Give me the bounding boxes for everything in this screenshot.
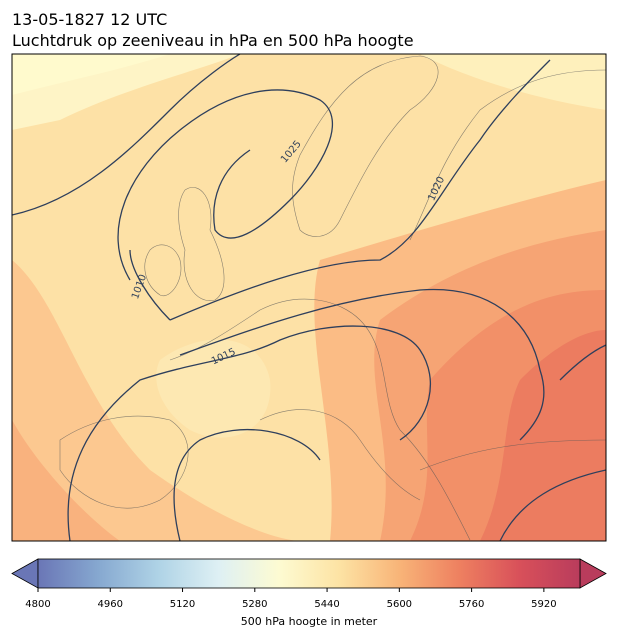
colorbar-tick-label: 5280 bbox=[242, 599, 267, 610]
map-frame bbox=[11, 53, 607, 542]
colorbar-label: 500 hPa hoogte in meter bbox=[241, 615, 378, 628]
date-title: 13-05-1827 12 UTC bbox=[12, 10, 167, 29]
colorbar-tick-label: 5760 bbox=[459, 599, 484, 610]
colorbar-tick-label: 5920 bbox=[531, 599, 556, 610]
colorbar-extend-low bbox=[11, 558, 39, 589]
main-title: Luchtdruk op zeeniveau in hPa en 500 hPa… bbox=[12, 31, 414, 50]
colorbar-tick-label: 4800 bbox=[25, 599, 50, 610]
colorbar-extend-high bbox=[579, 558, 607, 589]
colorbar-tick-label: 5120 bbox=[170, 599, 195, 610]
colorbar: 4800 4960 5120 5280 5440 5600 5760 5920 500 hPa … bbox=[11, 558, 607, 628]
colorbar-body bbox=[37, 558, 581, 589]
map: 1025 1020 1015 1010 bbox=[12, 54, 606, 541]
colorbar-tick-label: 5440 bbox=[314, 599, 339, 610]
colorbar-tick-label: 4960 bbox=[98, 599, 123, 610]
colorbar-tick-label: 5600 bbox=[387, 599, 412, 610]
